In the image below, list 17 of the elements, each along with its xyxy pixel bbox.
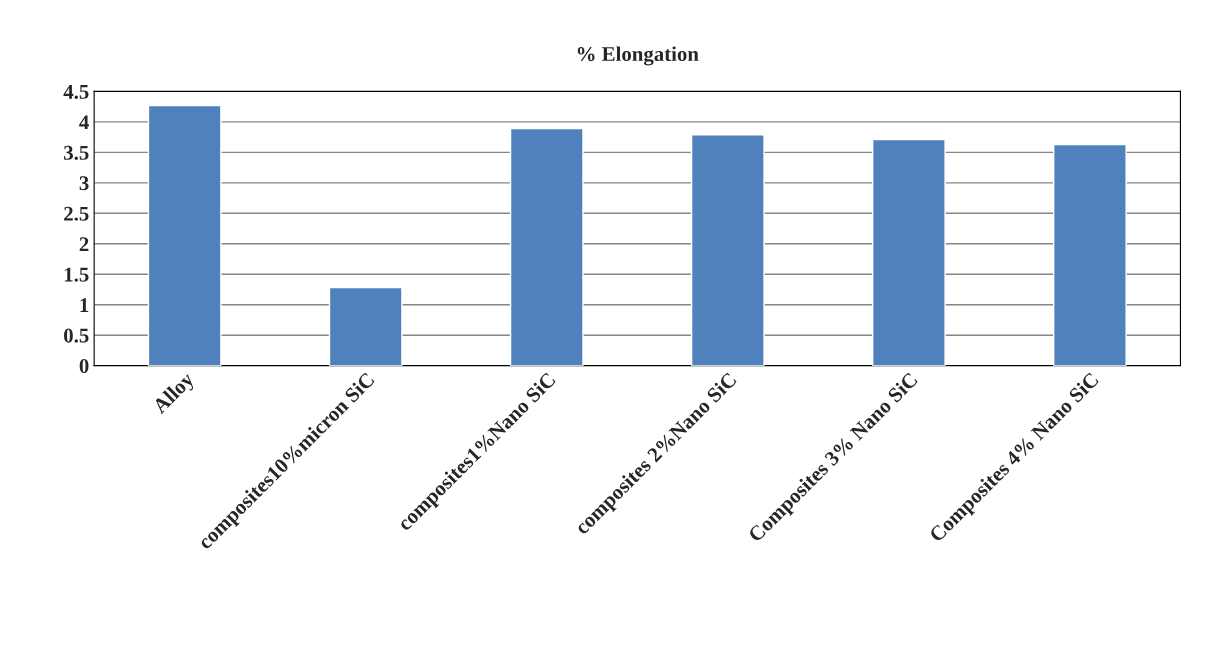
- y-tick-label: 1: [80, 298, 89, 312]
- bar: [871, 138, 946, 366]
- bar: [509, 127, 584, 366]
- y-tick-label: 4.5: [63, 84, 89, 99]
- y-tick-label: 3.5: [64, 145, 89, 160]
- y-tick-label: 1.5: [64, 267, 89, 282]
- y-tick-label: 2.5: [64, 206, 89, 221]
- bar: [328, 286, 403, 366]
- y-tick-label: 3: [79, 176, 89, 191]
- y-tick-label: 4: [79, 115, 89, 130]
- chart-title: % Elongation: [577, 46, 699, 66]
- y-tick-label: 0.5: [64, 328, 89, 343]
- y-tick-label: 2: [79, 237, 89, 252]
- bar: [1053, 143, 1127, 366]
- y-tick-label: 0: [79, 359, 89, 374]
- bar: [147, 104, 222, 366]
- bar: [690, 133, 765, 366]
